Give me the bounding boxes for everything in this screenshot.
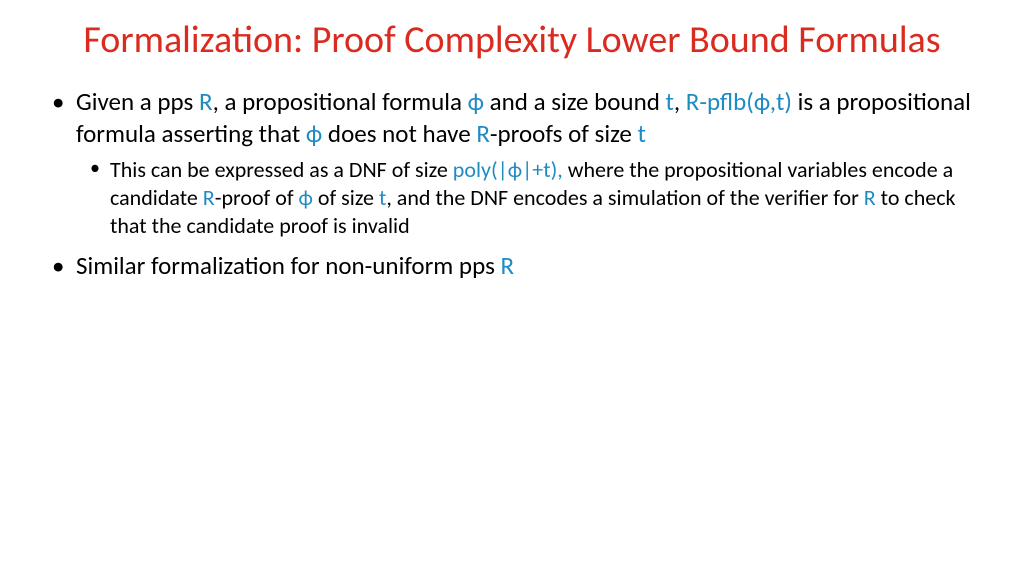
text: Given a pps (76, 86, 199, 117)
hl-poly: poly(|ϕ|+t), (453, 156, 563, 183)
text: , a propositional formula (213, 86, 468, 117)
hl-R: R (203, 184, 215, 211)
bullet-1-sub-1: This can be expressed as a DNF of size p… (76, 156, 974, 240)
hl-R: R (199, 86, 213, 117)
hl-phi: ϕ (468, 86, 484, 117)
hl-rpflb: R-pflb(ϕ,t) (686, 86, 792, 117)
slide-title: Formalization: Proof Complexity Lower Bo… (0, 0, 1024, 64)
hl-R: R (501, 250, 515, 281)
text: does not have (322, 118, 476, 149)
hl-t: t (666, 86, 674, 117)
hl-R: R (476, 118, 490, 149)
bullet-2: Similar formalization for non-uniform pp… (50, 250, 974, 282)
text: and a size bound (484, 86, 665, 117)
text: This can be expressed as a DNF of size (110, 156, 453, 183)
text: -proofs of size (490, 118, 638, 149)
text: of size (313, 184, 379, 211)
text: , (674, 86, 686, 117)
hl-phi: ϕ (299, 184, 313, 211)
text: -proof of (215, 184, 299, 211)
text: Similar formalization for non-uniform pp… (76, 250, 501, 281)
hl-phi: ϕ (306, 118, 322, 149)
text: , and the DNF encodes a simulation of th… (386, 184, 863, 211)
slide-body: Given a pps R, a propositional formula ϕ… (0, 64, 1024, 282)
bullet-1: Given a pps R, a propositional formula ϕ… (50, 86, 974, 240)
hl-t: t (637, 118, 645, 149)
hl-R: R (864, 184, 876, 211)
